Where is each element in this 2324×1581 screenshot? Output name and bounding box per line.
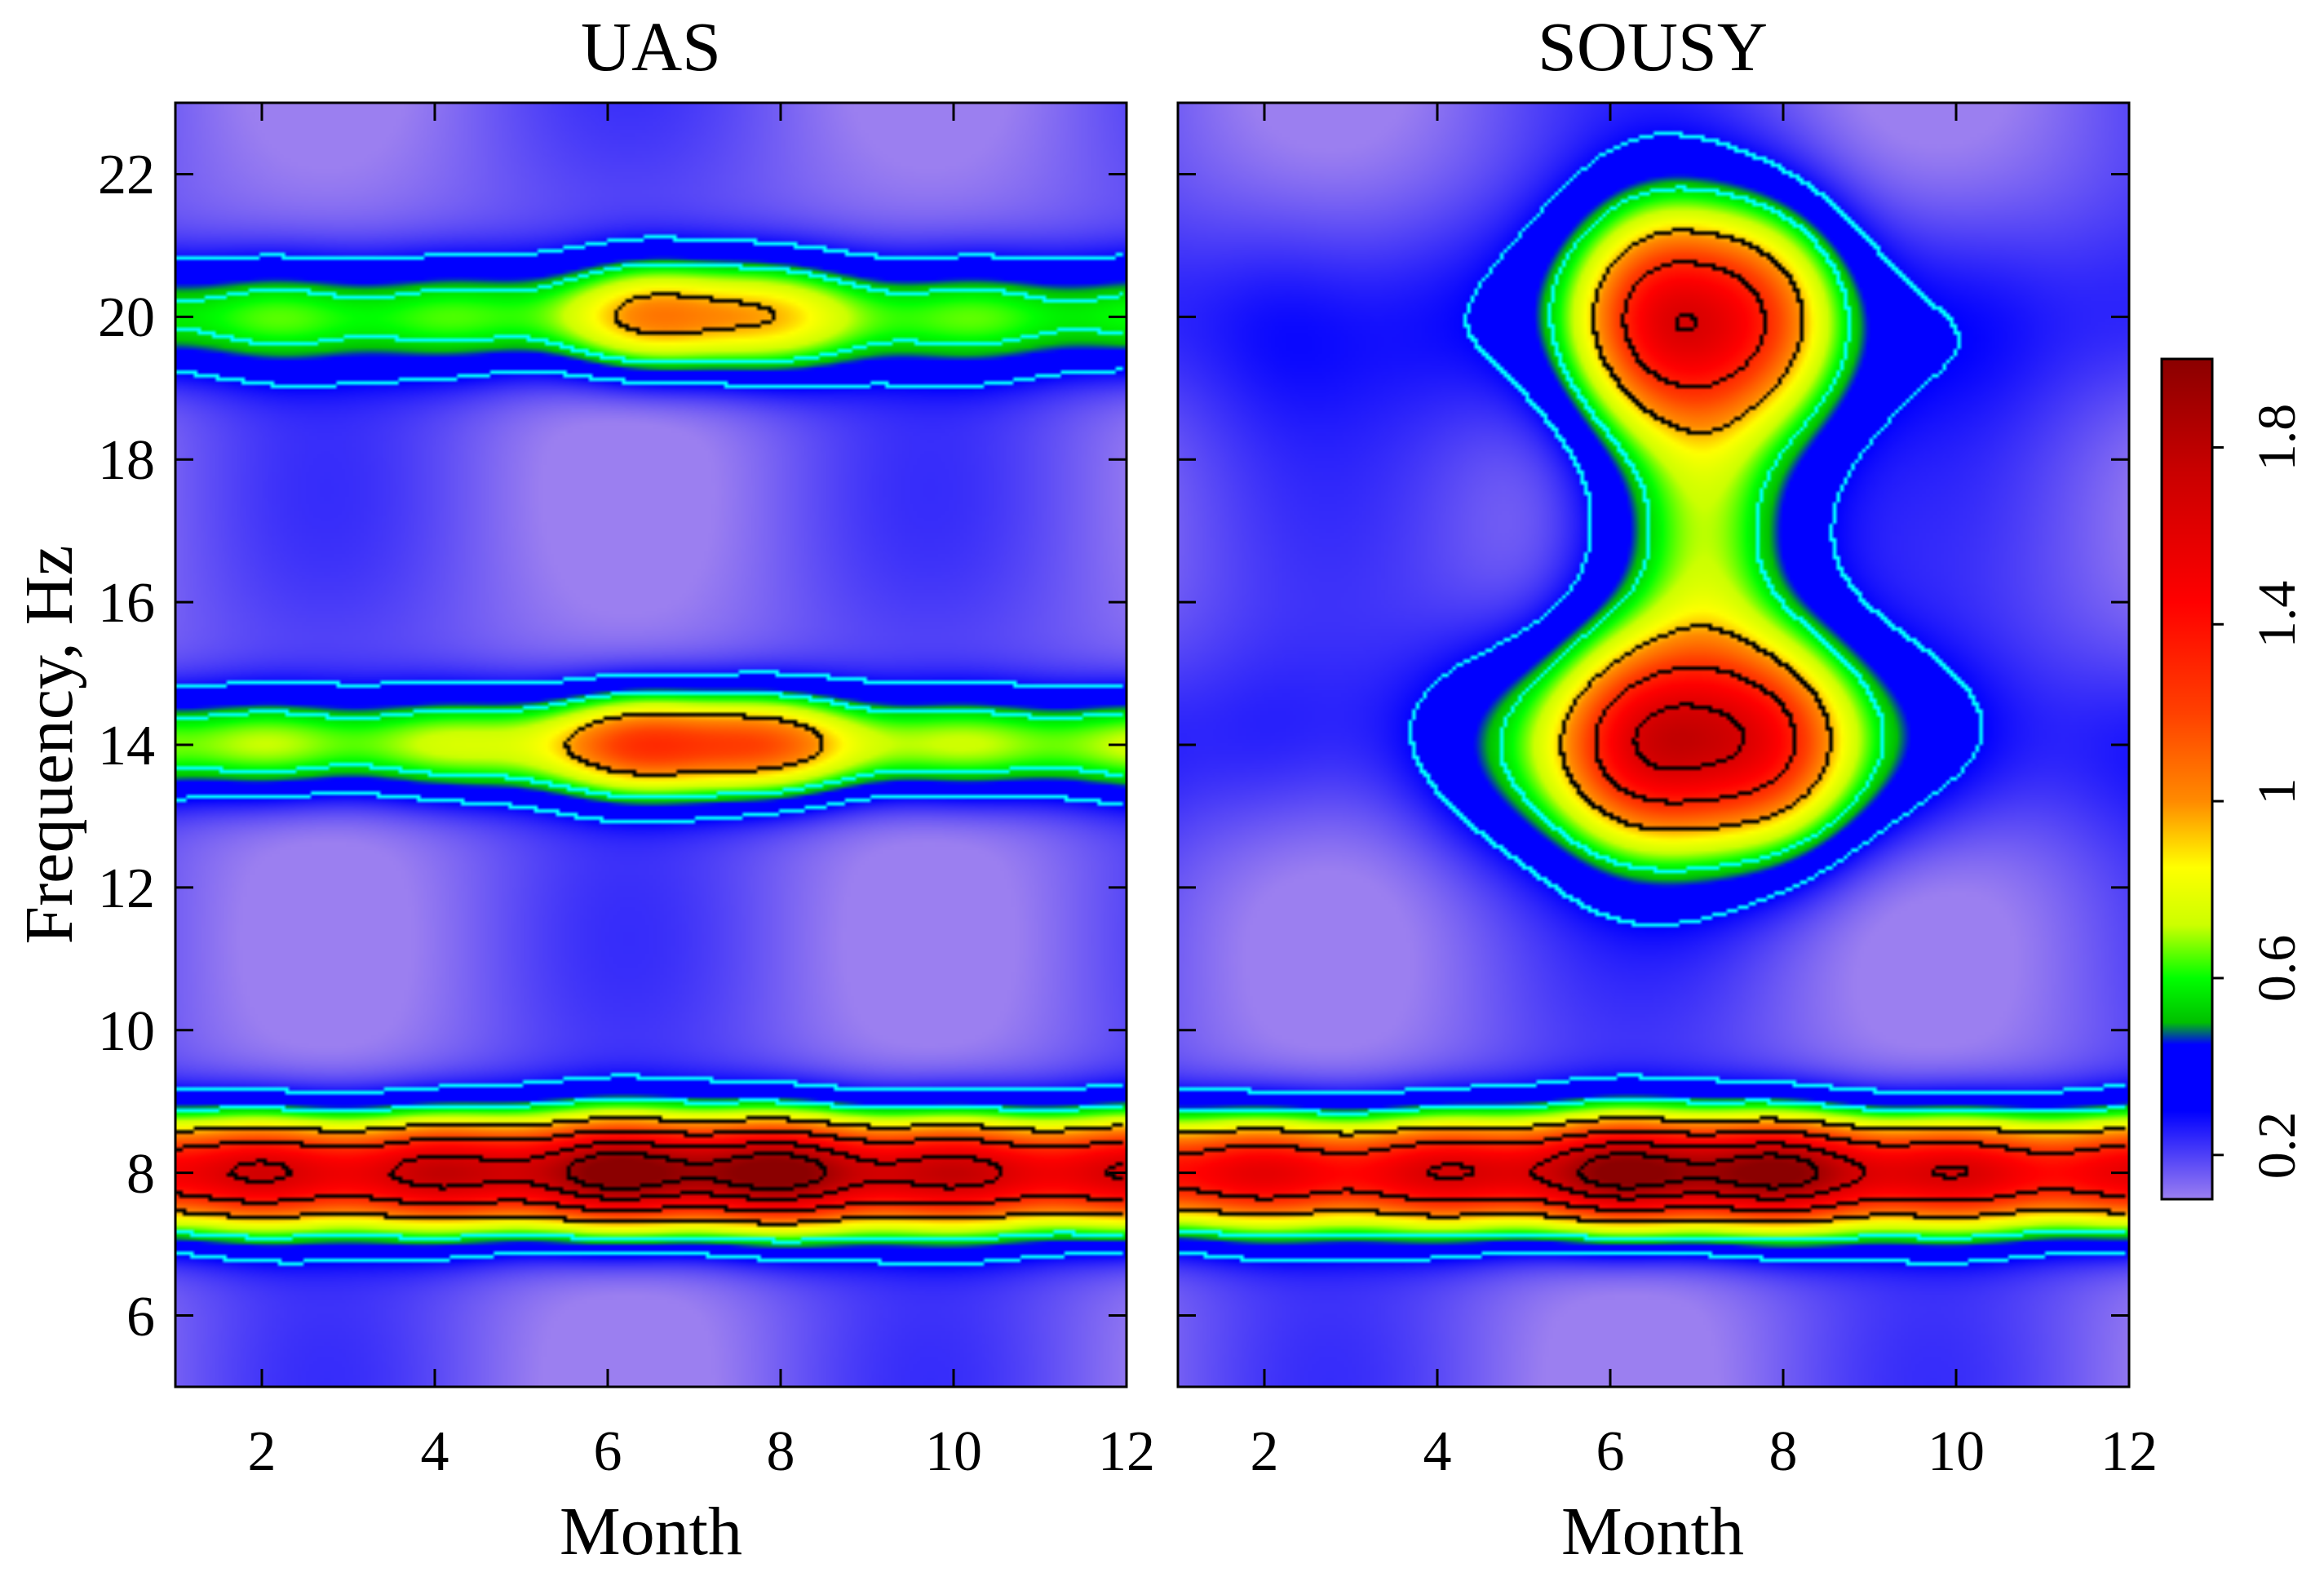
x-axis-label-uas: Month — [560, 1494, 742, 1570]
panel-sousy: SOUSY 2 4 6 8 10 12 Month — [1176, 7, 2158, 1570]
y-axis-label: Frequency, Hz — [11, 545, 87, 944]
x-tick-label-uas-4: 4 — [421, 1420, 449, 1483]
colorbar-ticks — [2212, 445, 2224, 1157]
colorbar-tick-label-1-8: 1.8 — [2247, 404, 2307, 472]
x-tick-label-sousy-6: 6 — [1596, 1420, 1625, 1483]
colorbar-gradient — [2160, 357, 2214, 1201]
x-tick-label-uas-12: 12 — [1098, 1420, 1155, 1483]
x-tick-label-sousy-8: 8 — [1769, 1420, 1798, 1483]
y-tick-label-8: 8 — [126, 1143, 155, 1206]
x-tick-label-sousy-10: 10 — [1928, 1420, 1985, 1483]
colorbar-tick-label-0-2: 0.2 — [2247, 1112, 2307, 1180]
x-tick-label-uas-8: 8 — [767, 1420, 795, 1483]
x-tick-label-sousy-12: 12 — [2100, 1420, 2158, 1483]
colorbar-tick-label-1: 1 — [2247, 778, 2307, 805]
y-tick-label-22: 22 — [98, 144, 155, 206]
colorbar-tick-label-1-4: 1.4 — [2247, 581, 2307, 649]
x-tick-label-uas-2: 2 — [248, 1420, 277, 1483]
x-tick-label-uas-10: 10 — [925, 1420, 982, 1483]
x-tick-label-sousy-2: 2 — [1251, 1420, 1279, 1483]
colorbar: 0.2 0.6 1 1.4 1.8 — [2160, 357, 2307, 1201]
y-tick-label-12: 12 — [98, 857, 155, 920]
y-tick-label-16: 16 — [98, 572, 155, 635]
plot-frame-sousy — [1176, 101, 2131, 1388]
y-tick-label-14: 14 — [98, 715, 155, 777]
y-tick-label-10: 10 — [98, 1000, 155, 1063]
x-axis-label-sousy: Month — [1561, 1494, 1744, 1570]
heatmap-sousy — [1178, 103, 2129, 1387]
y-tick-label-18: 18 — [98, 429, 155, 492]
x-tick-label-uas-6: 6 — [594, 1420, 622, 1483]
plot-frame-uas — [174, 101, 1128, 1388]
y-tick-label-20: 20 — [98, 286, 155, 349]
x-tick-label-sousy-4: 4 — [1423, 1420, 1452, 1483]
panel-title-sousy: SOUSY — [1538, 7, 1768, 86]
panel-uas: UAS 2 4 6 8 10 12 6 8 10 12 14 16 18 20 … — [11, 7, 1155, 1570]
panel-title-uas: UAS — [581, 7, 721, 86]
ticks-sousy — [1178, 103, 2131, 1387]
colorbar-tick-label-0-6: 0.6 — [2247, 935, 2307, 1003]
y-tick-label-6: 6 — [126, 1286, 155, 1348]
heatmap-uas — [175, 103, 1127, 1387]
